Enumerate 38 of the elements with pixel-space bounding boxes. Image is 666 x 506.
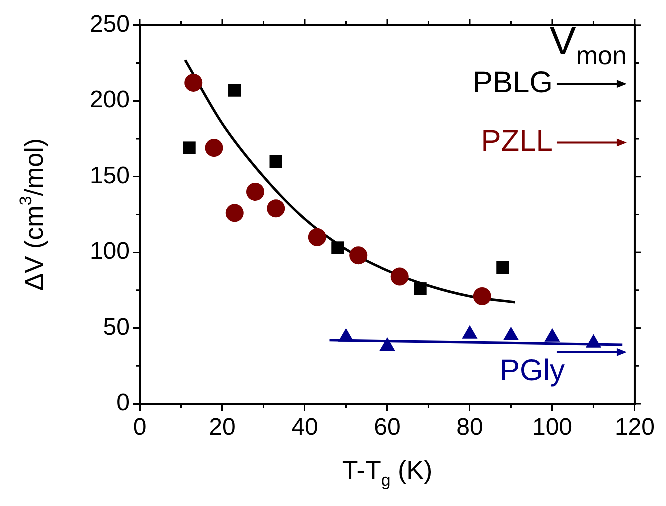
y-axis-title: ΔV (cm3/mol)	[16, 138, 50, 291]
x-tick-label: 120	[614, 414, 655, 442]
point	[205, 139, 224, 158]
y-tick-label: 50	[103, 314, 130, 341]
y-tick-label: 100	[90, 238, 130, 266]
x-tick-label: 40	[292, 414, 318, 442]
point	[183, 142, 196, 154]
point	[228, 84, 242, 97]
x-tick-label: 20	[209, 414, 236, 442]
point	[270, 155, 282, 168]
legend-label: PGly	[500, 354, 565, 388]
x-tick-label: 0	[133, 414, 147, 442]
x-tick-label: 80	[456, 414, 484, 442]
y-tick-label: 250	[90, 11, 130, 38]
y-tick-label: 200	[90, 86, 130, 114]
point	[350, 246, 368, 265]
x-tick-label: 60	[374, 414, 401, 442]
point	[496, 261, 510, 274]
point	[338, 328, 354, 342]
point	[473, 287, 492, 306]
point	[267, 200, 286, 218]
point	[503, 326, 520, 340]
point	[246, 182, 264, 201]
point	[380, 337, 396, 351]
y-tick-label: 0	[116, 390, 130, 417]
legend-label: PBLG	[472, 66, 553, 100]
x-tick-label: 100	[532, 414, 573, 442]
point	[390, 268, 409, 286]
point	[226, 204, 244, 222]
point	[586, 334, 602, 348]
point	[414, 282, 427, 296]
point	[308, 228, 326, 246]
legend-label: PZLL	[481, 125, 553, 158]
point	[462, 325, 478, 339]
y-tick-label: 150	[90, 162, 130, 190]
point	[332, 242, 344, 254]
point	[544, 328, 560, 342]
point	[184, 74, 203, 92]
